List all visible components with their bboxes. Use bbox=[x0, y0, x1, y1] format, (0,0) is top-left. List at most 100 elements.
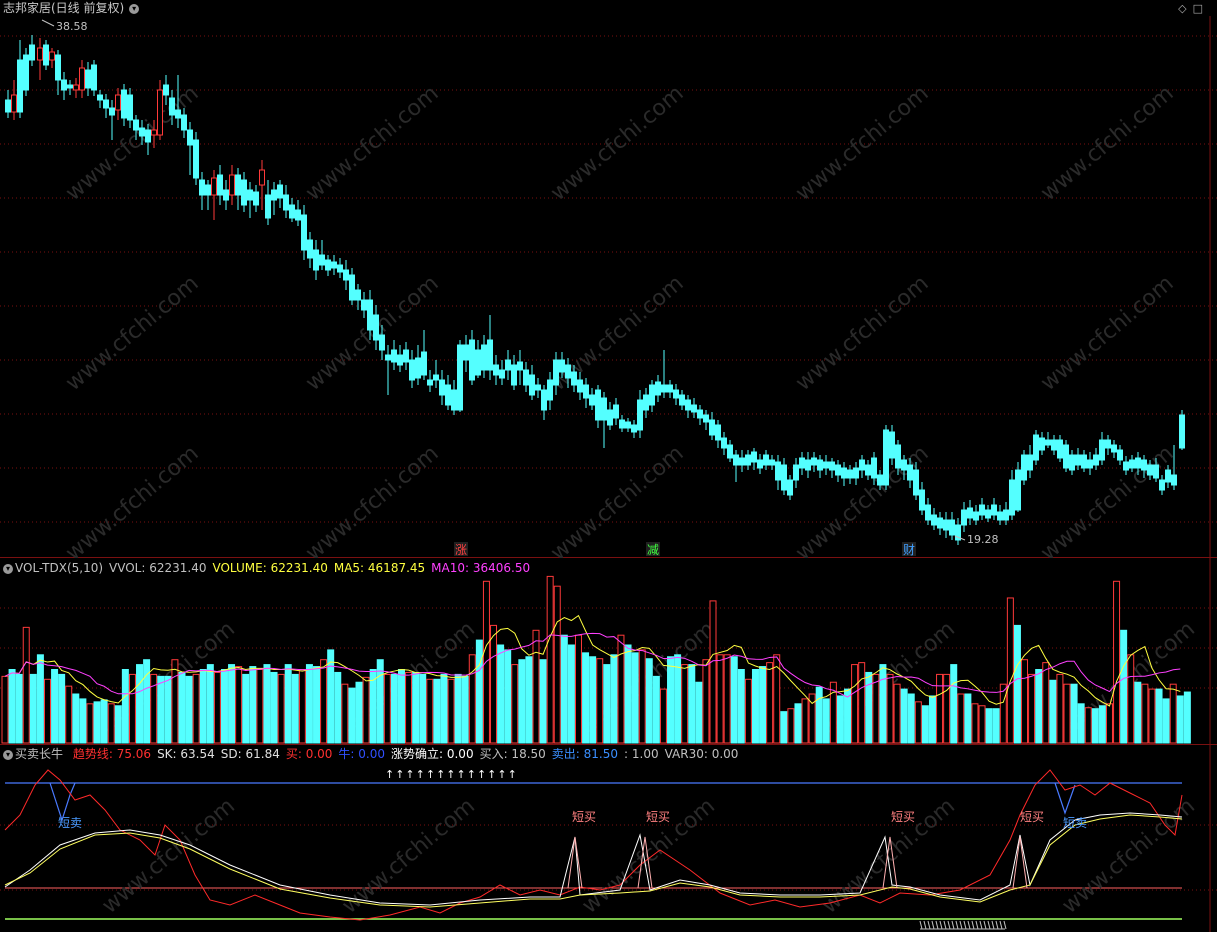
candle-body bbox=[619, 419, 625, 429]
volume-bar bbox=[199, 669, 207, 744]
indicator-chart[interactable]: www.cfchi.com www.cfchi.com www.cfchi.com w… bbox=[0, 745, 1217, 932]
volume-bar bbox=[886, 673, 894, 744]
candle-body bbox=[589, 394, 595, 406]
candle-body bbox=[829, 461, 835, 471]
volume-bar bbox=[490, 624, 498, 744]
candle-body bbox=[379, 334, 385, 351]
candle-body bbox=[907, 464, 913, 481]
high-price-label: 38.58 bbox=[56, 20, 88, 33]
candle-body bbox=[607, 409, 613, 426]
volume-bar bbox=[1091, 708, 1099, 744]
volume-bar bbox=[1049, 679, 1057, 744]
candle-body bbox=[169, 97, 175, 116]
event-marker: 财 bbox=[903, 543, 915, 557]
volume-bar bbox=[872, 673, 880, 744]
candle-body bbox=[847, 469, 853, 479]
sd-line bbox=[4, 814, 1183, 908]
event-marker: 涨 bbox=[455, 542, 467, 557]
dropdown-icon[interactable]: ▾ bbox=[129, 3, 140, 14]
indicator-value: VAR30: 0.00 bbox=[664, 747, 739, 761]
candle-body bbox=[715, 424, 721, 441]
volume-bar bbox=[943, 673, 951, 744]
candle-body bbox=[73, 84, 79, 91]
volume-bar bbox=[1077, 703, 1085, 744]
candle-body bbox=[979, 504, 985, 516]
volume-bar bbox=[617, 634, 625, 744]
volume-bar bbox=[1105, 703, 1113, 744]
volume-bar bbox=[992, 708, 1000, 744]
buy-label: 短买 bbox=[646, 810, 670, 824]
trend-line bbox=[4, 769, 1183, 921]
candle-body bbox=[439, 379, 445, 396]
candle-body bbox=[541, 389, 547, 411]
hatch-mark bbox=[963, 920, 967, 930]
candle-body bbox=[721, 437, 727, 449]
candle-body bbox=[475, 349, 481, 376]
hatch-mark bbox=[971, 920, 975, 930]
volume-bar bbox=[405, 671, 413, 744]
volume-bar bbox=[341, 683, 349, 744]
candle-body bbox=[1051, 439, 1057, 451]
candle-body bbox=[1165, 469, 1171, 483]
price-panel[interactable]: www.cfchi.com www.cfchi.com www.cfchi.com w… bbox=[0, 0, 1217, 558]
indicator-panel[interactable]: www.cfchi.com www.cfchi.com www.cfchi.com w… bbox=[0, 745, 1217, 932]
volume-bar bbox=[936, 673, 944, 744]
candle-body bbox=[301, 214, 307, 251]
volume-bar bbox=[36, 654, 44, 744]
volume-bar bbox=[801, 698, 809, 744]
volume-bar bbox=[475, 639, 483, 744]
candle-body bbox=[211, 177, 217, 196]
candle-body bbox=[583, 384, 589, 399]
volume-bar bbox=[1141, 683, 1149, 744]
restore-icon[interactable]: □ bbox=[1192, 2, 1209, 15]
sell-signal-line bbox=[1054, 782, 1076, 815]
candle-body bbox=[385, 354, 391, 361]
hatch-mark bbox=[951, 920, 955, 930]
hatch-mark bbox=[987, 920, 991, 930]
diamond-icon[interactable]: ◇ bbox=[1178, 2, 1193, 15]
candle-body bbox=[23, 54, 29, 91]
candle-body bbox=[595, 389, 601, 421]
dropdown-icon[interactable]: ▾ bbox=[3, 563, 13, 574]
hatch-mark bbox=[923, 920, 927, 930]
volume-bar bbox=[440, 673, 448, 744]
candle-body bbox=[463, 344, 469, 361]
event-marker-bg bbox=[902, 542, 916, 556]
dropdown-icon[interactable]: ▾ bbox=[3, 749, 13, 760]
hatch-mark bbox=[995, 920, 999, 930]
candle-body bbox=[799, 457, 805, 469]
candlestick-chart[interactable]: www.cfchi.com www.cfchi.com www.cfchi.com w… bbox=[0, 0, 1217, 558]
volume-chart[interactable]: www.cfchi.comwww.cfchi.comwww.cfchi.comw… bbox=[0, 558, 1217, 745]
candle-body bbox=[289, 204, 295, 219]
volume-bar bbox=[256, 669, 264, 744]
hatch-mark bbox=[947, 920, 951, 930]
volume-bar bbox=[844, 688, 852, 744]
candle-body bbox=[1087, 459, 1093, 469]
candle-body bbox=[79, 67, 85, 91]
hatch-mark bbox=[959, 920, 963, 930]
candle-body bbox=[109, 107, 115, 116]
candle-body bbox=[403, 349, 409, 363]
volume-panel[interactable]: www.cfchi.comwww.cfchi.comwww.cfchi.comw… bbox=[0, 558, 1217, 745]
volume-bar bbox=[461, 675, 469, 744]
event-marker-bg bbox=[454, 542, 468, 556]
volume-bar bbox=[999, 683, 1007, 744]
volume-bar bbox=[383, 673, 391, 744]
volume-bar bbox=[971, 703, 979, 744]
candle-body bbox=[157, 89, 163, 136]
candle-body bbox=[85, 69, 91, 89]
candle-body bbox=[901, 459, 907, 471]
vol-name: VOL-TDX(5,10) bbox=[15, 561, 104, 575]
indicator-value: SD: 61.84 bbox=[220, 747, 280, 761]
candle-body bbox=[757, 459, 763, 469]
volume-bar bbox=[136, 664, 144, 744]
volume-bar bbox=[58, 673, 66, 744]
volume-bar bbox=[511, 664, 519, 744]
indicator-value: SK: 63.54 bbox=[157, 747, 215, 761]
volume-bar bbox=[185, 675, 193, 744]
indicator-value: 买入: 18.50 bbox=[479, 747, 546, 761]
hatch-mark bbox=[935, 920, 939, 930]
candle-body bbox=[313, 249, 319, 271]
candle-body bbox=[193, 139, 199, 179]
window-controls[interactable]: ◇□ bbox=[1178, 2, 1209, 15]
